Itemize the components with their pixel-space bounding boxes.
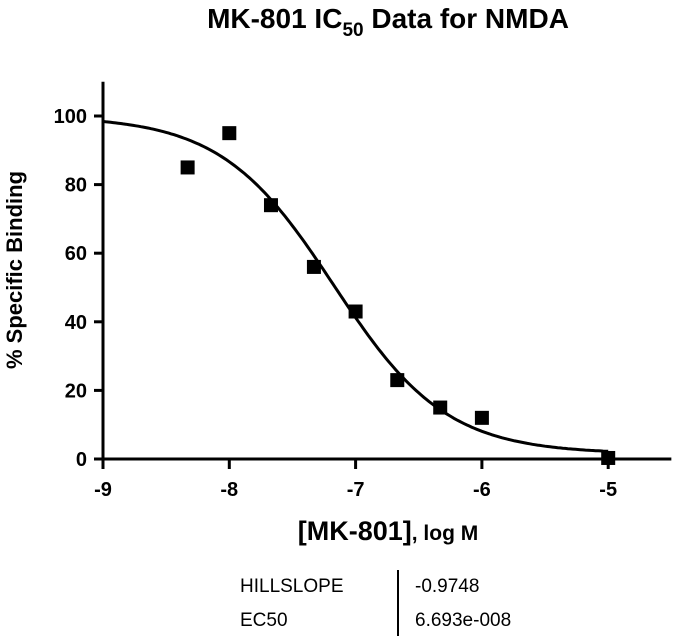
y-tick-label: 80 [65,175,87,197]
data-point [306,259,321,274]
y-tick-label: 20 [65,380,87,402]
x-tick-label: -6 [473,479,491,501]
y-axis-ticks: 0 20 40 60 80 100 [54,106,103,471]
chart-title: MK-801 IC50 Data for NMDA [207,3,569,41]
data-point [390,373,405,388]
y-tick-label: 40 [65,312,87,334]
data-points [180,126,616,465]
table-label-hillslope: HILLSLOPE [240,576,344,597]
data-point [601,450,616,465]
table-label-ec50: EC50 [240,610,288,631]
table-value-hillslope: -0.9748 [415,576,479,597]
x-axis-label: [MK-801], log M [298,516,479,546]
y-tick-label: 0 [76,449,87,471]
x-tick-label: -8 [220,479,238,501]
data-point [474,410,489,425]
x-tick-label: -9 [94,479,112,501]
y-axis-label: % Specific Binding [2,171,27,369]
x-tick-label: -5 [599,479,617,501]
data-point [348,304,363,319]
data-point [263,198,278,213]
data-point [180,160,195,175]
fit-curve [102,120,609,453]
results-table: HILLSLOPE -0.9748 EC50 6.693e-008 [240,570,511,636]
axes [101,81,672,461]
data-point [222,126,237,141]
table-value-ec50: 6.693e-008 [415,610,511,631]
y-tick-label: 60 [65,243,87,265]
data-point [433,400,448,415]
x-tick-label: -7 [347,479,365,501]
x-axis-ticks: -9 -8 -7 -6 -5 [94,459,617,501]
y-tick-label: 100 [54,106,87,128]
